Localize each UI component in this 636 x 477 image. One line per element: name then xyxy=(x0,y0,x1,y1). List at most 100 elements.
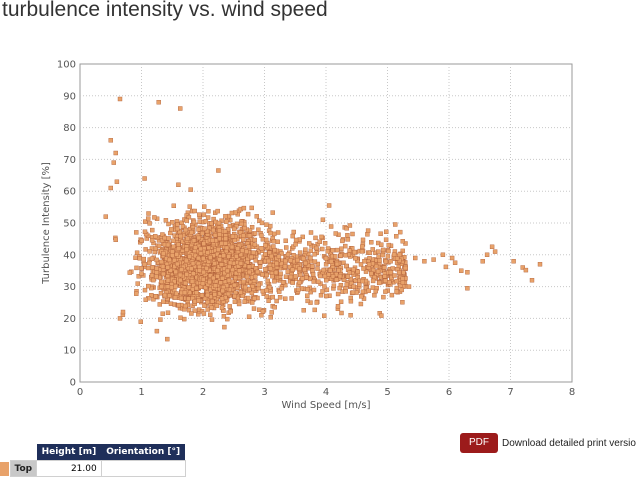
data-point xyxy=(201,212,207,217)
x-tick-label: 7 xyxy=(507,387,513,398)
data-point xyxy=(322,273,328,279)
data-point xyxy=(250,284,255,289)
data-point xyxy=(489,244,495,250)
data-point xyxy=(296,287,301,292)
data-point xyxy=(295,264,300,269)
data-point xyxy=(170,253,175,258)
data-point xyxy=(232,226,237,232)
data-point xyxy=(366,262,372,267)
data-point xyxy=(394,289,399,294)
data-point xyxy=(202,296,208,301)
data-point xyxy=(260,272,265,277)
data-point xyxy=(229,244,235,250)
data-point xyxy=(222,324,227,330)
data-point xyxy=(343,289,348,294)
data-point xyxy=(178,277,183,283)
data-point xyxy=(315,261,320,267)
data-point xyxy=(289,296,294,301)
data-point xyxy=(370,247,375,252)
data-point xyxy=(134,265,139,271)
data-point xyxy=(142,176,147,181)
data-point xyxy=(459,268,464,273)
data-point xyxy=(186,307,192,313)
data-point xyxy=(220,288,225,294)
data-point xyxy=(257,264,263,269)
data-point xyxy=(200,281,206,286)
data-point xyxy=(367,250,373,255)
data-point xyxy=(240,237,246,243)
data-point xyxy=(302,267,307,272)
data-point xyxy=(322,313,327,318)
pdf-download-link[interactable]: Download detailed print version xyxy=(502,437,636,449)
data-point xyxy=(322,284,327,289)
data-point xyxy=(394,256,400,261)
data-point xyxy=(315,266,320,271)
data-point xyxy=(246,264,252,269)
data-point xyxy=(223,236,229,242)
page-title: turbulence intensity vs. wind speed xyxy=(2,0,328,21)
data-point xyxy=(363,285,369,291)
data-point xyxy=(303,247,308,252)
data-point xyxy=(248,254,254,260)
data-point xyxy=(249,300,255,305)
data-point xyxy=(443,264,449,270)
data-point xyxy=(198,246,204,252)
data-point xyxy=(241,205,247,211)
data-point xyxy=(360,278,365,284)
data-point xyxy=(328,224,334,229)
data-point xyxy=(177,229,182,235)
data-point xyxy=(182,290,188,295)
data-point xyxy=(465,286,470,291)
data-point xyxy=(225,268,230,274)
data-point xyxy=(386,248,391,254)
data-point xyxy=(238,230,244,235)
data-point xyxy=(369,271,374,276)
data-point xyxy=(343,253,348,258)
data-point xyxy=(223,214,228,219)
data-point xyxy=(392,273,397,278)
data-point xyxy=(345,274,351,279)
data-point xyxy=(353,256,358,261)
x-tick-label: 1 xyxy=(138,387,144,398)
data-point xyxy=(186,296,191,301)
data-point xyxy=(136,274,141,279)
data-point xyxy=(380,247,386,253)
data-point xyxy=(183,258,189,264)
x-axis-label: Wind Speed [m/s] xyxy=(282,400,371,410)
data-point xyxy=(359,294,364,299)
data-point xyxy=(117,96,123,102)
data-point xyxy=(271,244,276,249)
pdf-button[interactable]: PDF xyxy=(460,433,498,453)
data-point xyxy=(219,262,224,267)
data-point xyxy=(324,278,329,283)
data-point xyxy=(215,208,220,214)
height-value: 21.00 xyxy=(36,460,102,477)
data-point xyxy=(312,259,318,264)
data-point xyxy=(176,182,181,188)
pdf-download: PDF Download detailed print version xyxy=(460,433,636,453)
data-point xyxy=(245,260,250,265)
data-point xyxy=(226,254,231,259)
data-point xyxy=(269,310,274,315)
data-point xyxy=(217,236,222,242)
y-tick-label: 100 xyxy=(57,60,76,71)
data-point xyxy=(283,258,288,264)
data-point xyxy=(329,259,334,264)
data-point xyxy=(383,259,389,264)
data-point xyxy=(220,276,225,281)
data-point xyxy=(360,244,365,250)
data-point xyxy=(177,106,183,111)
data-point xyxy=(293,237,299,243)
data-point xyxy=(133,255,138,261)
data-point xyxy=(173,269,179,275)
data-point xyxy=(297,266,302,271)
data-point xyxy=(264,294,269,299)
data-point xyxy=(120,309,126,315)
data-point xyxy=(176,302,181,308)
data-point xyxy=(298,272,303,278)
data-point xyxy=(195,255,201,261)
data-point xyxy=(246,314,252,319)
data-point xyxy=(297,250,303,255)
data-point xyxy=(201,311,207,316)
data-point xyxy=(290,267,295,272)
